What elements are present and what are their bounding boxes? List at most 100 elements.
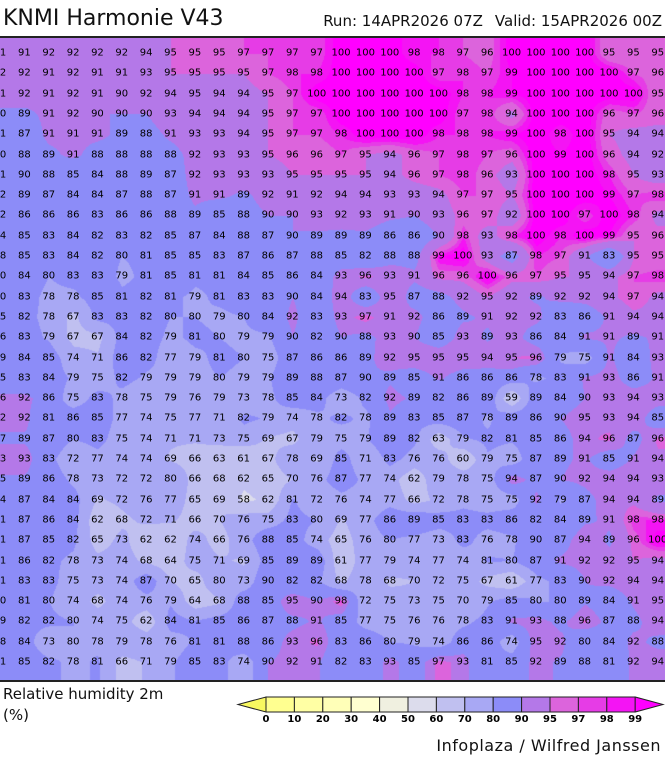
grid-value: 83 [310,311,324,323]
grid-value: 100 [502,47,522,59]
grid-value: 84 [261,311,275,323]
grid-value: 98 [480,88,494,100]
grid-value: 96 [651,67,665,79]
grid-value: 87 [17,514,31,526]
grid-value: 89 [139,169,153,181]
grid-value: 80 [383,534,397,546]
grid-value: 66 [115,656,129,668]
grid-value: 94 [626,149,640,160]
grid-value: 79 [164,392,177,404]
grid-value: 89 [602,534,616,546]
grid-value: 92 [529,311,543,323]
grid-value: 74 [359,494,372,506]
grid-value: 80 [164,311,177,323]
grid-value: 78 [505,534,518,546]
grid-value: 73 [237,575,250,587]
grid-value: 96 [480,47,494,59]
grid-value: 85 [164,230,177,242]
grid-value: 8 [0,636,7,648]
grid-value: 74 [115,453,129,465]
grid-value: 95 [626,47,640,59]
grid-value: 100 [380,88,400,100]
grid-value: 91 [602,514,616,526]
grid-value: 93 [334,311,348,323]
grid-value: 89 [17,189,31,201]
grid-value: 100 [331,108,351,120]
grid-value: 85 [42,534,56,546]
grid-value: 86 [310,352,324,363]
grid-value: 81 [480,555,494,566]
grid-value: 79 [237,372,250,384]
grid-value: 97 [432,656,445,668]
grid-value: 86 [456,372,470,384]
grid-value: 88 [553,615,567,627]
grid-value: 75 [456,575,470,587]
grid-value: 81 [188,636,202,648]
grid-value: 83 [42,575,56,587]
grid-value: 93 [188,128,202,140]
grid-value: 90 [261,209,275,221]
grid-value: 88 [626,615,640,627]
grid-value: 76 [334,494,348,506]
grid-value: 92 [188,149,202,160]
grid-value: 83 [17,291,31,303]
grid-value: 85 [164,270,177,282]
grid-value: 80 [66,433,80,445]
grid-value: 70 [164,575,177,587]
grid-value: 96 [407,169,421,181]
grid-value: 92 [578,555,591,566]
grid-value: 77 [188,412,202,424]
grid-value: 95 [480,291,494,303]
grid-value: 80 [188,311,202,323]
grid-value: 88 [237,230,250,242]
grid-value: 85 [91,291,104,303]
grid-value: 92 [310,189,324,201]
grid-value: 86 [383,514,397,526]
grid-value: 91 [310,615,324,627]
grid-value: 79 [42,331,56,343]
grid-value: 100 [648,534,665,546]
grid-value: 85 [432,514,445,526]
grid-value: 76 [139,494,153,506]
grid-value: 88 [261,534,275,546]
grid-value: 92 [553,636,567,648]
grid-value: 95 [359,149,372,160]
grid-value: 82 [285,575,299,587]
grid-value: 89 [17,433,31,445]
grid-value: 89 [578,514,591,526]
grid-value: 96 [651,433,665,445]
grid-value: 86 [505,372,518,384]
grid-value: 72 [432,575,445,587]
grid-value: 86 [115,352,129,363]
grid-value: 88 [310,372,324,384]
grid-value: 94 [188,108,202,120]
grid-value: 77 [359,555,372,566]
grid-value: 66 [188,514,202,526]
grid-value: 62 [407,473,421,485]
grid-value: 84 [66,230,80,242]
legend-swatch [379,696,409,713]
grid-value: 100 [526,67,546,79]
grid-value: 72 [115,494,129,506]
grid-value: 86 [480,636,494,648]
grid-value: 100 [307,88,327,100]
grid-value: 93 [480,250,494,262]
grid-value: 74 [66,595,80,607]
grid-value: 82 [529,514,543,526]
grid-value: 95 [651,595,665,607]
legend-tick-label: 20 [315,714,330,725]
grid-value: 92 [66,108,80,120]
grid-value: 83 [553,575,567,587]
grid-value: 68 [383,575,397,587]
grid-value: 75 [334,433,348,445]
legend-tick-label: 97 [571,714,586,725]
grid-value: 94 [651,453,665,465]
grid-value: 93 [651,169,665,181]
grid-value: 79 [261,372,275,384]
grid-value: 87 [334,473,348,485]
grid-value: 80 [164,473,177,485]
grid-value: 86 [529,331,543,343]
grid-value: 98 [651,270,665,282]
grid-value: 90 [285,209,299,221]
legend-tick-label: 0 [262,714,270,725]
